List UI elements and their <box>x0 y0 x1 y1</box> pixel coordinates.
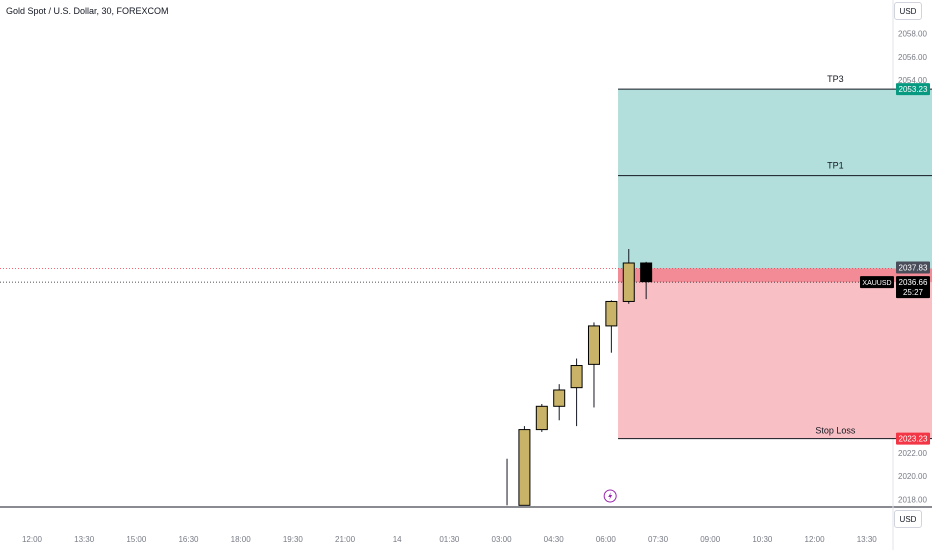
stop-price-badge-bg <box>896 432 930 445</box>
candle <box>587 325 600 365</box>
candle <box>605 300 618 327</box>
y-tick-label: 2058.00 <box>898 30 927 39</box>
symbol-badge-bg <box>860 276 894 289</box>
entry-price-badge: 2037.83 <box>899 263 928 272</box>
x-tick-label: 07:30 <box>648 535 669 544</box>
candle <box>535 405 548 431</box>
lightning-icon[interactable] <box>603 489 617 503</box>
x-tick-label: 10:30 <box>752 535 773 544</box>
current-price-badge-bg <box>896 276 930 299</box>
tp3-price-badge: 2053.23 <box>899 85 928 94</box>
currency-button[interactable]: USD <box>894 2 922 20</box>
x-tick-label: 04:30 <box>544 535 565 544</box>
symbol-badge: XAUUSD <box>862 280 891 287</box>
x-tick-label: 12:00 <box>22 535 43 544</box>
y-tick-label: 2018.00 <box>898 496 927 505</box>
tp3-price-badge-bg <box>896 83 930 96</box>
y-tick-label: 2054.00 <box>898 76 927 85</box>
x-tick-label: 01:30 <box>439 535 460 544</box>
currency-button-bottom[interactable]: USD <box>894 510 922 528</box>
candle <box>622 262 635 302</box>
candle <box>570 365 583 389</box>
x-tick-label: 19:30 <box>283 535 304 544</box>
x-tick-label: 13:30 <box>857 535 878 544</box>
entry-price-badge-bg <box>896 261 930 274</box>
countdown-badge: 25:27 <box>903 288 924 297</box>
current-price-badge: 2036.66 <box>899 278 928 287</box>
candle <box>518 429 531 506</box>
tp3-label: TP3 <box>827 74 844 84</box>
y-tick-label: 2022.00 <box>898 449 927 458</box>
stop-price-badge: 2023.23 <box>899 435 928 444</box>
candle <box>640 262 653 283</box>
stop-zone <box>618 268 932 439</box>
x-tick-label: 12:00 <box>805 535 826 544</box>
x-tick-label: 15:00 <box>126 535 147 544</box>
stop-zone-current <box>618 268 932 283</box>
x-tick-label: 14 <box>393 535 402 544</box>
x-tick-label: 09:00 <box>700 535 721 544</box>
x-tick-label: 16:30 <box>178 535 199 544</box>
stop-label: Stop Loss <box>815 426 856 436</box>
x-tick-label: 21:00 <box>335 535 356 544</box>
chart-title: Gold Spot / U.S. Dollar, 30, FOREXCOM <box>6 6 169 16</box>
lightning-icon-glyph <box>608 492 613 500</box>
tp1-label: TP1 <box>827 161 844 171</box>
y-tick-label: 2056.00 <box>898 53 927 62</box>
candle <box>553 389 566 407</box>
x-tick-label: 18:00 <box>231 535 252 544</box>
x-tick-label: 13:30 <box>74 535 95 544</box>
target-zone <box>618 89 932 269</box>
x-tick-label: 06:00 <box>596 535 617 544</box>
y-tick-label: 2020.00 <box>898 472 927 481</box>
x-tick-label: 03:00 <box>492 535 513 544</box>
